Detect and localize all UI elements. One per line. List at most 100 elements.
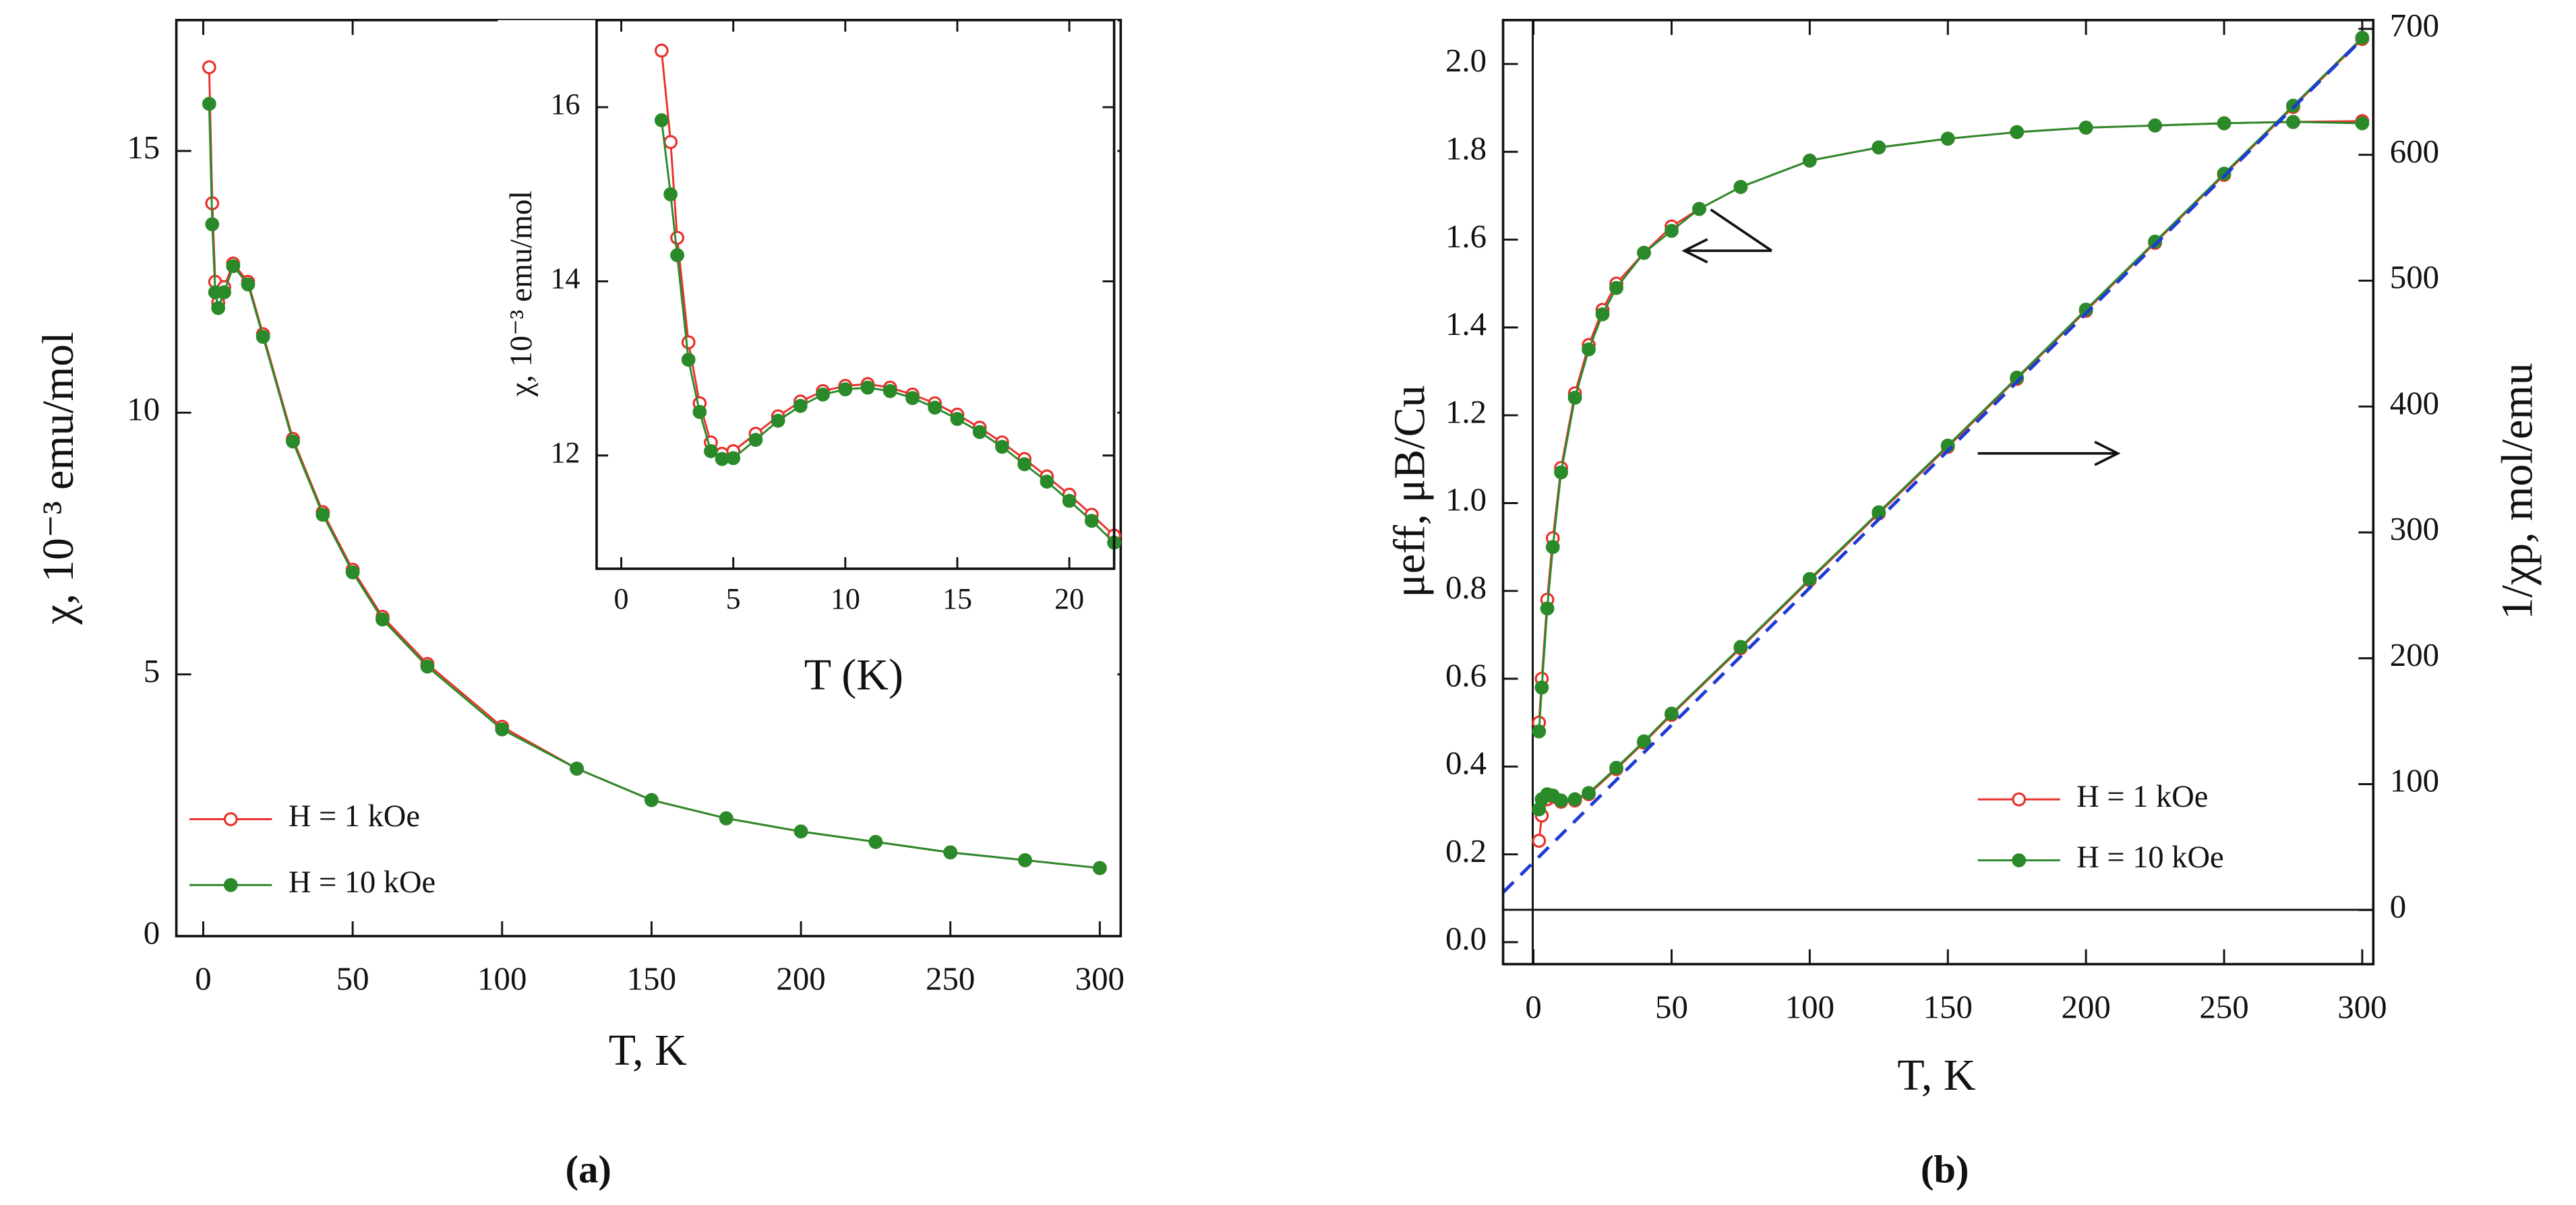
data-point	[1637, 734, 1651, 749]
data-point	[1802, 571, 1817, 586]
y-tick-label: 0.4	[1445, 745, 1487, 782]
y-tick-label: 0.8	[1445, 569, 1487, 606]
legend-marker	[223, 877, 238, 892]
y-tick-label: 12	[551, 436, 580, 469]
x-tick-label: 100	[1785, 988, 1834, 1025]
data-point	[256, 330, 270, 344]
y2-tick-label: 700	[2390, 7, 2439, 44]
x-tick-label: 50	[336, 960, 369, 997]
data-point	[882, 383, 897, 398]
data-point	[2355, 116, 2370, 131]
x-tick-label: 300	[2337, 988, 2387, 1025]
plot-area	[654, 43, 1121, 550]
data-point	[2010, 125, 2025, 140]
data-point	[905, 391, 920, 406]
data-point	[670, 248, 684, 263]
panel: 0 50 100 150 200 250 300 0.0 0.2 0.4 0.6 0.8 1.0 1.2 1…	[1385, 7, 2542, 1191]
y-tick-label: 2.0	[1445, 42, 1487, 79]
data-point	[928, 400, 942, 415]
data-point	[663, 187, 678, 202]
plot-area	[202, 60, 1107, 875]
data-point	[860, 380, 875, 395]
data-point	[1665, 224, 1679, 238]
data-point	[205, 217, 220, 232]
plot-area	[1501, 30, 2370, 894]
data-point	[1040, 474, 1054, 489]
data-point	[217, 285, 231, 300]
data-point	[2355, 30, 2370, 45]
data-point	[1545, 540, 1560, 555]
x-tick-label: 20	[1054, 582, 1084, 615]
series-line	[1538, 121, 2362, 732]
data-point	[663, 135, 678, 150]
legend-marker	[2012, 853, 2027, 867]
x-tick-label: 5	[726, 582, 741, 615]
data-point	[681, 335, 696, 350]
axes-frame	[1501, 18, 2375, 966]
data-point	[1733, 640, 1748, 654]
y2-axis-title: 1/χp, mol/emu	[2492, 363, 2542, 619]
data-point	[1871, 505, 1886, 520]
data-point	[654, 43, 669, 58]
legend-marker	[223, 812, 238, 826]
y-tick-label: 0.6	[1445, 656, 1487, 693]
legend-label: H = 10 kOe	[2076, 840, 2223, 875]
data-point	[1554, 465, 1568, 480]
legend-label: H = 10 kOe	[289, 865, 436, 900]
x-tick-label: 0	[1525, 988, 1541, 1025]
arrow-head	[1681, 238, 1708, 264]
data-point	[1595, 307, 1610, 321]
y-axis-title: χ, 10⁻³ emu/mol	[34, 332, 83, 625]
data-point	[2286, 115, 2300, 129]
x-tick-label: 15	[942, 582, 972, 615]
data-point	[1637, 245, 1651, 260]
data-point	[1554, 793, 1568, 808]
data-point	[1018, 853, 1032, 867]
data-point	[376, 612, 390, 627]
y-tick-label: 1.0	[1445, 481, 1487, 518]
y-tick-label: 1.8	[1445, 129, 1487, 166]
data-point	[2217, 166, 2231, 181]
y-tick-label: 10	[127, 391, 160, 428]
data-point	[2148, 235, 2162, 249]
x-axis-title: T (K)	[804, 650, 903, 700]
x-tick-label: 250	[926, 960, 975, 997]
data-point	[868, 834, 883, 849]
panel-caption: (b)	[1921, 1148, 1969, 1192]
data-point	[211, 301, 226, 315]
data-point	[1017, 457, 1032, 472]
x-tick-label: 250	[2199, 988, 2248, 1025]
data-point	[2148, 118, 2162, 133]
x-tick-label: 300	[1075, 960, 1125, 997]
x-axis-title: T, K	[609, 1026, 687, 1075]
y2-tick-label: 300	[2390, 510, 2439, 547]
y-axis-title: μeff, μB/Cu	[1385, 385, 1435, 597]
data-point	[1582, 786, 1596, 800]
axes-frame	[595, 18, 1116, 570]
annotations	[1681, 208, 2121, 466]
data-point	[645, 793, 659, 807]
data-point	[704, 444, 718, 458]
data-point	[1532, 724, 1547, 739]
data-point	[1540, 601, 1555, 616]
data-point	[1567, 792, 1582, 807]
data-point	[670, 230, 684, 245]
y2-tick-label: 500	[2390, 259, 2439, 296]
y-tick-label: 0	[144, 914, 160, 951]
fit-line	[1501, 38, 2364, 894]
panel-caption: (a)	[566, 1148, 611, 1192]
x-tick-label: 10	[831, 582, 860, 615]
data-point	[1062, 493, 1077, 508]
data-point	[838, 382, 853, 397]
x-tick-label: 50	[1655, 988, 1688, 1025]
data-point	[1534, 680, 1549, 695]
data-point	[1567, 390, 1582, 405]
y-tick-label: 1.6	[1445, 218, 1487, 255]
data-point	[715, 452, 729, 466]
y2-tick-label: 100	[2390, 762, 2439, 799]
y-tick-label: 5	[144, 652, 160, 689]
y-tick-label: 0.0	[1445, 920, 1487, 957]
data-point	[793, 398, 808, 413]
x-tick-label: 0	[614, 582, 629, 615]
